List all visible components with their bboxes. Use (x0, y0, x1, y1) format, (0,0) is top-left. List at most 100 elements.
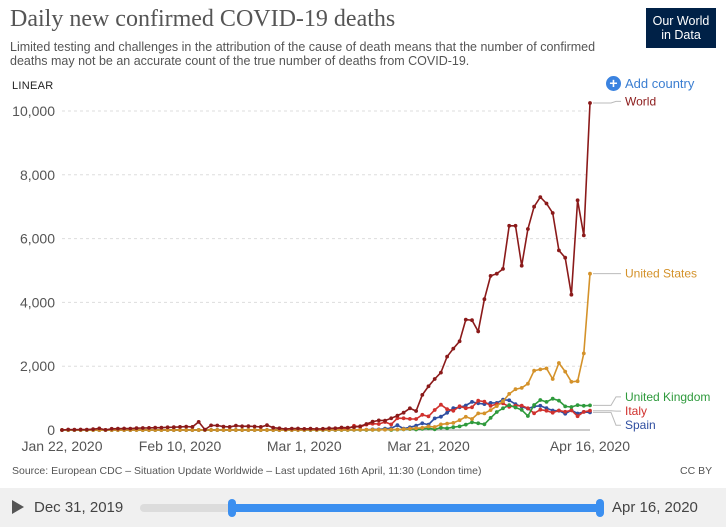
data-point (128, 426, 133, 431)
data-point (376, 422, 381, 426)
y-tick-label: 6,000 (20, 231, 55, 247)
data-point (252, 424, 257, 429)
timeline-track[interactable] (140, 499, 604, 517)
data-point (526, 406, 530, 411)
data-point (569, 408, 574, 413)
data-point (258, 425, 263, 429)
data-point (283, 427, 288, 431)
data-point (569, 379, 574, 384)
data-point (488, 274, 493, 278)
data-point (426, 414, 431, 419)
data-point (451, 421, 456, 425)
data-point (463, 422, 468, 427)
y-axis: 0 2,000 4,000 6,000 8,000 10,000 (12, 103, 55, 438)
data-point (451, 425, 456, 430)
timeline-end-handle[interactable] (596, 499, 604, 517)
data-point (414, 417, 418, 421)
data-point (507, 403, 512, 407)
data-point (538, 398, 543, 402)
data-point (588, 101, 592, 105)
data-point (451, 408, 456, 413)
data-point (314, 427, 319, 431)
data-point (184, 428, 189, 432)
data-point (550, 396, 555, 401)
data-point (494, 410, 499, 414)
data-point (420, 412, 425, 417)
play-icon[interactable] (12, 500, 24, 514)
license-link[interactable]: CC BY (680, 465, 713, 477)
data-point (463, 403, 468, 408)
data-point (463, 406, 468, 411)
series-italy (60, 398, 592, 432)
data-point (420, 393, 425, 397)
data-point (414, 409, 418, 413)
data-point (526, 381, 530, 386)
data-point (432, 408, 437, 412)
data-point (426, 424, 431, 429)
y-tick-label: 8,000 (20, 167, 55, 183)
data-point (196, 428, 201, 432)
data-point (575, 379, 580, 384)
x-tick-label: Mar 21, 2020 (387, 438, 470, 454)
add-country-button[interactable]: + Add country (606, 76, 694, 91)
data-point (557, 398, 561, 403)
data-point (575, 198, 580, 203)
data-point (476, 411, 481, 416)
data-point (171, 425, 176, 430)
data-point (563, 255, 568, 260)
data-point (445, 354, 449, 359)
data-point (196, 420, 201, 424)
data-point (383, 427, 387, 432)
data-point (482, 422, 487, 427)
data-point (482, 297, 487, 302)
data-point (494, 271, 499, 276)
x-tick-label: Feb 10, 2020 (139, 438, 222, 454)
data-point (345, 425, 350, 430)
data-point (544, 400, 549, 404)
data-point (159, 425, 164, 430)
chart-subtitle: Limited testing and challenges in the at… (10, 40, 596, 68)
data-point (557, 361, 561, 365)
data-point (575, 414, 580, 419)
data-point (451, 406, 456, 410)
label-leader-line (593, 411, 621, 426)
chart-title: Daily new confirmed COVID-19 deaths (10, 6, 396, 32)
data-point (544, 408, 549, 413)
data-point (532, 368, 536, 373)
data-point (72, 427, 77, 432)
data-point (482, 411, 487, 416)
data-point (463, 414, 468, 419)
scale-toggle[interactable]: LINEAR (12, 80, 54, 92)
data-point (519, 408, 524, 412)
data-point (581, 233, 586, 238)
data-point (358, 427, 363, 432)
data-point (122, 426, 126, 431)
data-point (60, 428, 64, 432)
data-point (563, 404, 568, 409)
data-point (513, 387, 518, 392)
data-point (439, 402, 443, 407)
data-point (581, 403, 586, 408)
data-point (240, 428, 245, 432)
timeline-start-handle[interactable] (228, 499, 236, 517)
data-point (470, 318, 474, 323)
data-point (66, 427, 71, 432)
data-point (439, 370, 443, 375)
series-line (61, 102, 591, 431)
data-point (246, 428, 251, 432)
data-point (538, 195, 543, 200)
data-point (91, 427, 95, 432)
data-point (234, 423, 238, 428)
data-point (352, 427, 356, 432)
data-point (364, 422, 369, 426)
data-point (488, 404, 493, 408)
data-point (414, 426, 418, 431)
series-end-label: United Kingdom (625, 390, 710, 404)
data-point (408, 406, 412, 411)
owid-logo[interactable]: Our World in Data (646, 8, 716, 48)
data-point (265, 428, 269, 432)
data-point (140, 426, 145, 430)
data-point (494, 404, 499, 408)
data-point (203, 427, 207, 432)
data-point (401, 416, 406, 421)
